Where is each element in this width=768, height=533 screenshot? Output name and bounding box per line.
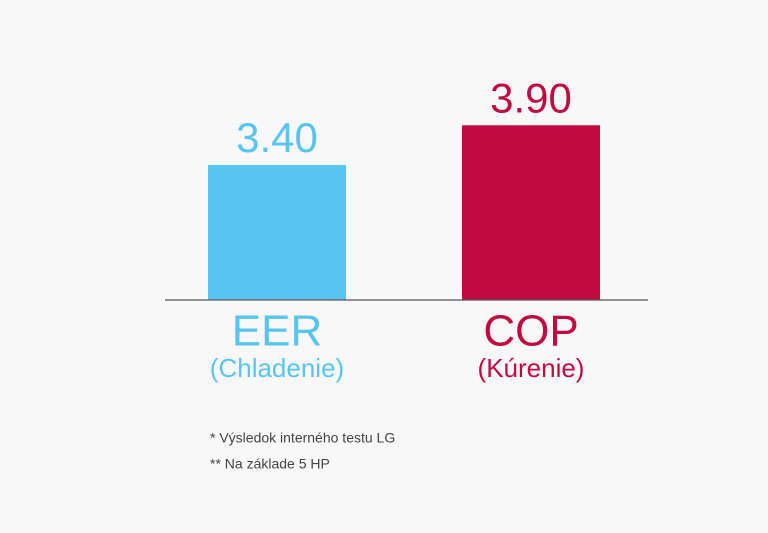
- bar: [208, 164, 346, 300]
- category-sublabel: (Kúrenie): [478, 353, 585, 383]
- value-label: 3.90: [490, 74, 572, 121]
- footnote: * Výsledok interného testu LG: [210, 430, 395, 446]
- category-sublabel: (Chladenie): [210, 353, 344, 383]
- bar: [462, 125, 600, 301]
- category-label: COP: [483, 307, 578, 356]
- footnote: ** Na základe 5 HP: [210, 456, 330, 472]
- value-label: 3.40: [236, 114, 318, 161]
- category-label: EER: [232, 307, 322, 356]
